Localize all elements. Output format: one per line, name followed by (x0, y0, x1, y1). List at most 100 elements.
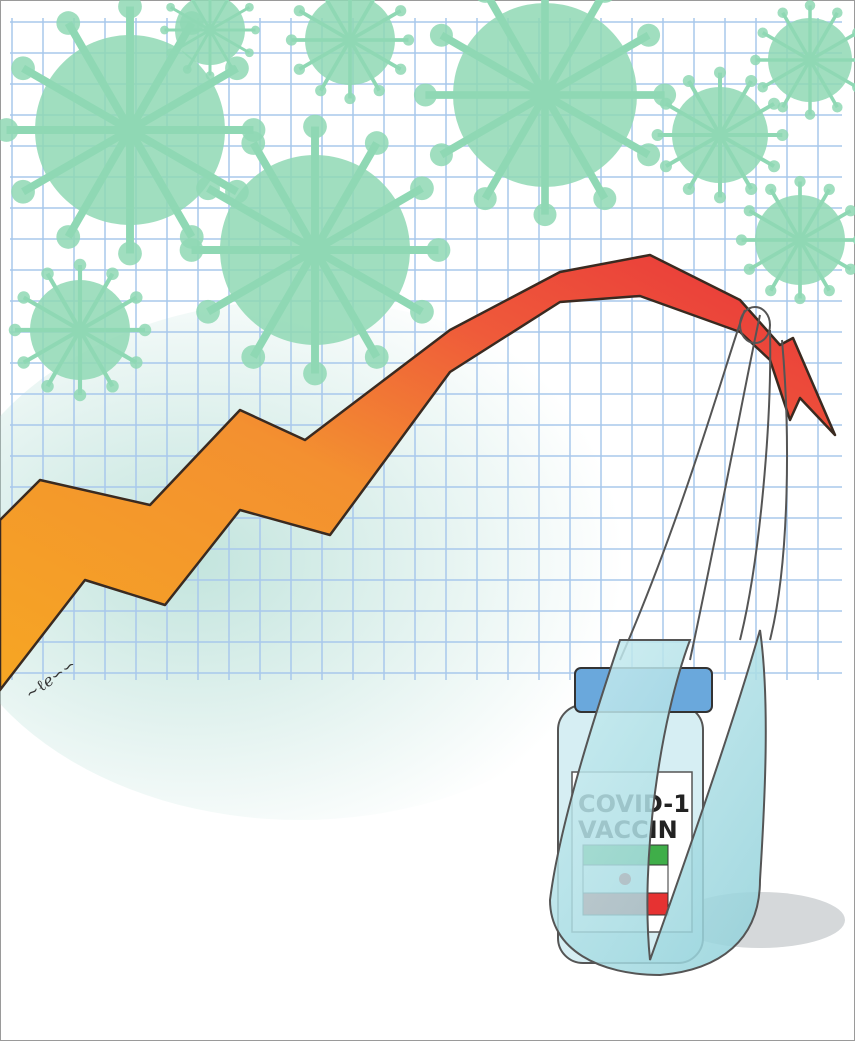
virus-body (672, 87, 768, 183)
virus-spike-tip (11, 179, 35, 204)
virus-spike-tip (245, 2, 254, 12)
virus (160, 0, 260, 80)
virus-body (30, 280, 130, 380)
virus-spike-tip (777, 102, 788, 113)
virus-spike-tip (714, 191, 726, 204)
virus-spike-tip (293, 63, 305, 75)
virus-body (768, 18, 852, 102)
virus-spike-tip (315, 85, 327, 97)
virus-spike-tip (130, 356, 143, 369)
virus-spike-tip (303, 361, 327, 386)
virus-spike-tip (56, 225, 81, 249)
virus-spike-tip (130, 291, 143, 304)
virus-body (35, 35, 225, 225)
virus-body (220, 155, 410, 345)
virus-spike-tip (166, 2, 175, 12)
virus-spike-tip (823, 183, 835, 195)
virus-spike-tip (852, 27, 855, 38)
virus-body (175, 0, 245, 65)
rising-arrow (0, 253, 837, 692)
virus-spike-tip (757, 27, 768, 38)
virus-spike-tip (11, 56, 35, 81)
virus-spike-tip (41, 380, 54, 393)
virus-spike-tip (597, 0, 613, 3)
virus-spike-tip (179, 238, 204, 262)
virus-spike-tip (118, 0, 142, 19)
virus-spike-tip (845, 263, 855, 275)
virus-spike-tip (714, 66, 726, 79)
virus-spike-tip (364, 345, 389, 369)
viruses (0, 0, 855, 402)
virus-spike-tip (852, 235, 855, 245)
virus-spike-tip (160, 25, 169, 35)
virus-spike-tip (659, 160, 672, 173)
virus-spike-tip (251, 25, 260, 35)
virus-spike-tip (73, 258, 87, 272)
virus-spike-tip (768, 160, 781, 173)
virus-spike-tip (765, 285, 777, 297)
virus-spike-tip (241, 131, 266, 155)
virus-spike-tip (373, 85, 385, 97)
virus-spike-tip (106, 267, 119, 280)
virus-spike-tip (285, 34, 298, 46)
fog (0, 300, 660, 820)
virus-spike-tip (777, 7, 788, 18)
virus-spike-tip (757, 82, 768, 93)
face-mask (548, 629, 767, 977)
virus-spike-tip (682, 183, 695, 196)
virus (8, 258, 152, 402)
virus-spike-tip (794, 175, 806, 188)
virus-spike-tip (651, 129, 664, 141)
virus-spike-tip (745, 183, 758, 196)
virus-spike-tip (0, 118, 19, 142)
virus-spike-tip (245, 48, 254, 58)
virus-spike-tip (395, 63, 407, 75)
virus-spike-tip (745, 74, 758, 87)
virus-spike-tip (395, 5, 407, 17)
virus-spike-tip (196, 299, 220, 324)
virus-spike-tip (735, 234, 748, 246)
virus (413, 0, 677, 227)
virus-spike-tip (166, 48, 175, 58)
virus-spike-tip (413, 83, 437, 107)
virus-spike-tip (477, 0, 493, 3)
virus-spike-tip (743, 263, 755, 275)
virus-spike-tip (41, 267, 54, 280)
virus-spike-tip (659, 97, 672, 110)
virus-spike-tip (303, 114, 327, 139)
virus-spike-tip (682, 74, 695, 87)
virus-spike-tip (593, 187, 617, 211)
virus-spike-tip (804, 0, 816, 11)
virus-spike-tip (17, 356, 30, 369)
virus-spike-tip (410, 299, 434, 324)
mask-straps (619, 306, 788, 661)
virus-spike-tip (776, 129, 789, 141)
virus-spike-tip (402, 34, 415, 46)
virus-spike-tip (426, 238, 451, 262)
virus-body (305, 0, 395, 85)
virus-spike-tip (637, 143, 661, 167)
virus-spike-tip (765, 183, 777, 195)
virus-spike-tip (196, 176, 220, 201)
virus (179, 114, 451, 386)
virus-spike-tip (293, 5, 305, 17)
virus-spike-tip (205, 71, 215, 80)
virus-spike-tip (743, 205, 755, 217)
virus-spike-tip (823, 285, 835, 297)
virus-spike-tip (73, 388, 87, 402)
virus-spike-tip (8, 323, 22, 337)
virus (750, 0, 855, 120)
virus-spike-tip (106, 380, 119, 393)
virus-spike-tip (344, 92, 356, 105)
virus-spike-tip (750, 54, 761, 66)
virus-spike-tip (429, 143, 453, 167)
virus-spike-tip (768, 97, 781, 110)
virus-spike-tip (228, 65, 238, 74)
virus-body (755, 195, 845, 285)
virus-spike-tip (56, 11, 81, 35)
virus-spike-tip (241, 345, 266, 369)
virus-spike-tip (637, 23, 661, 47)
virus-spike-tip (429, 23, 453, 47)
